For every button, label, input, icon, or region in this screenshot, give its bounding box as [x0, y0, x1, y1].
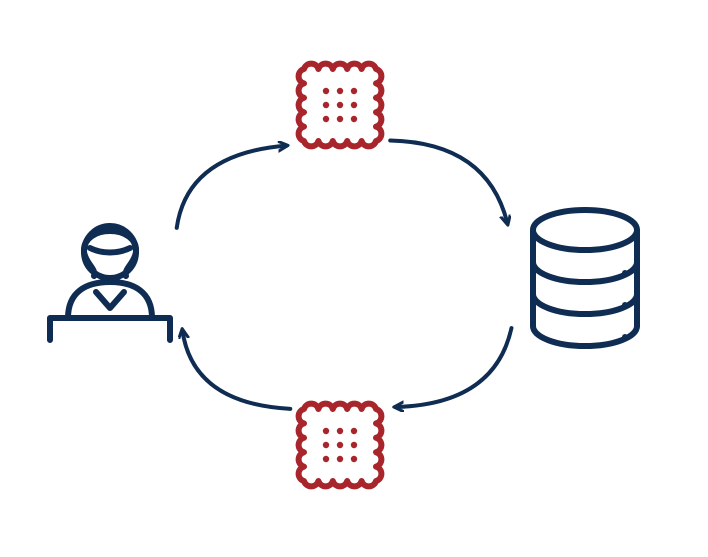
arrow-req-to-db: [390, 140, 507, 223]
cracker-icon: [299, 404, 382, 487]
user-icon: [50, 226, 170, 340]
arrow-user-to-req: [177, 146, 286, 228]
cycle-diagram: [0, 0, 708, 557]
cracker-icon: [299, 64, 382, 147]
database-icon: [533, 210, 637, 346]
arrow-db-to-resp: [396, 328, 512, 407]
arrow-resp-to-user: [182, 331, 290, 409]
